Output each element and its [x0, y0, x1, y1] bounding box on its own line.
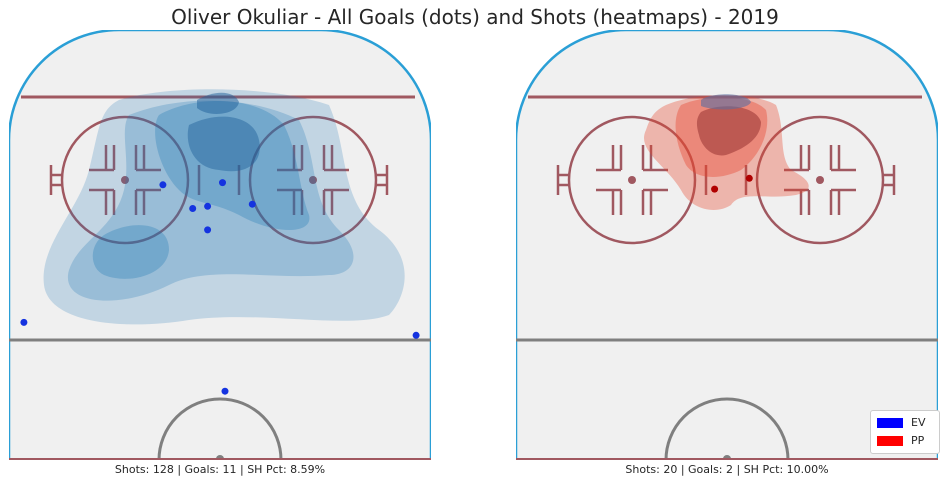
faceoff-circle-left [556, 115, 708, 245]
goal-dots-pp [711, 174, 753, 193]
rink-ice [9, 30, 431, 460]
center-circle [157, 397, 283, 460]
faceoff-circle-left [49, 115, 201, 245]
legend-label-pp: PP [911, 434, 925, 447]
goal-dot [412, 331, 420, 339]
rink-left-ev [9, 30, 431, 460]
goal-dot [20, 318, 28, 326]
legend-label-ev: EV [911, 416, 926, 429]
goal-dot [711, 185, 719, 193]
goal-dot [204, 202, 212, 210]
faceoff-circle-right [744, 115, 896, 245]
caption-right: Shots: 20 | Goals: 2 | SH Pct: 10.00% [625, 463, 829, 476]
goal-dot [159, 181, 167, 189]
center-circle [664, 397, 790, 460]
rink-ice [516, 30, 938, 460]
legend-swatch-ev [877, 418, 903, 428]
legend: EV PP [870, 410, 940, 454]
shot-heatmap-pp [644, 94, 809, 210]
goal-dot [248, 200, 256, 208]
goal-dots-ev [20, 179, 420, 395]
shot-heatmap-ev [43, 89, 405, 325]
legend-swatch-pp [877, 436, 903, 446]
caption-left: Shots: 128 | Goals: 11 | SH Pct: 8.59% [114, 463, 326, 476]
goal-dot [189, 205, 197, 212]
goal-dot [221, 387, 229, 395]
goal-dot [219, 179, 226, 187]
goal-dot [204, 226, 212, 234]
chart-title: Oliver Okuliar - All Goals (dots) and Sh… [171, 5, 779, 29]
rink-right-pp [516, 30, 938, 460]
faceoff-circle-right [237, 115, 389, 245]
goal-dot [745, 174, 753, 182]
